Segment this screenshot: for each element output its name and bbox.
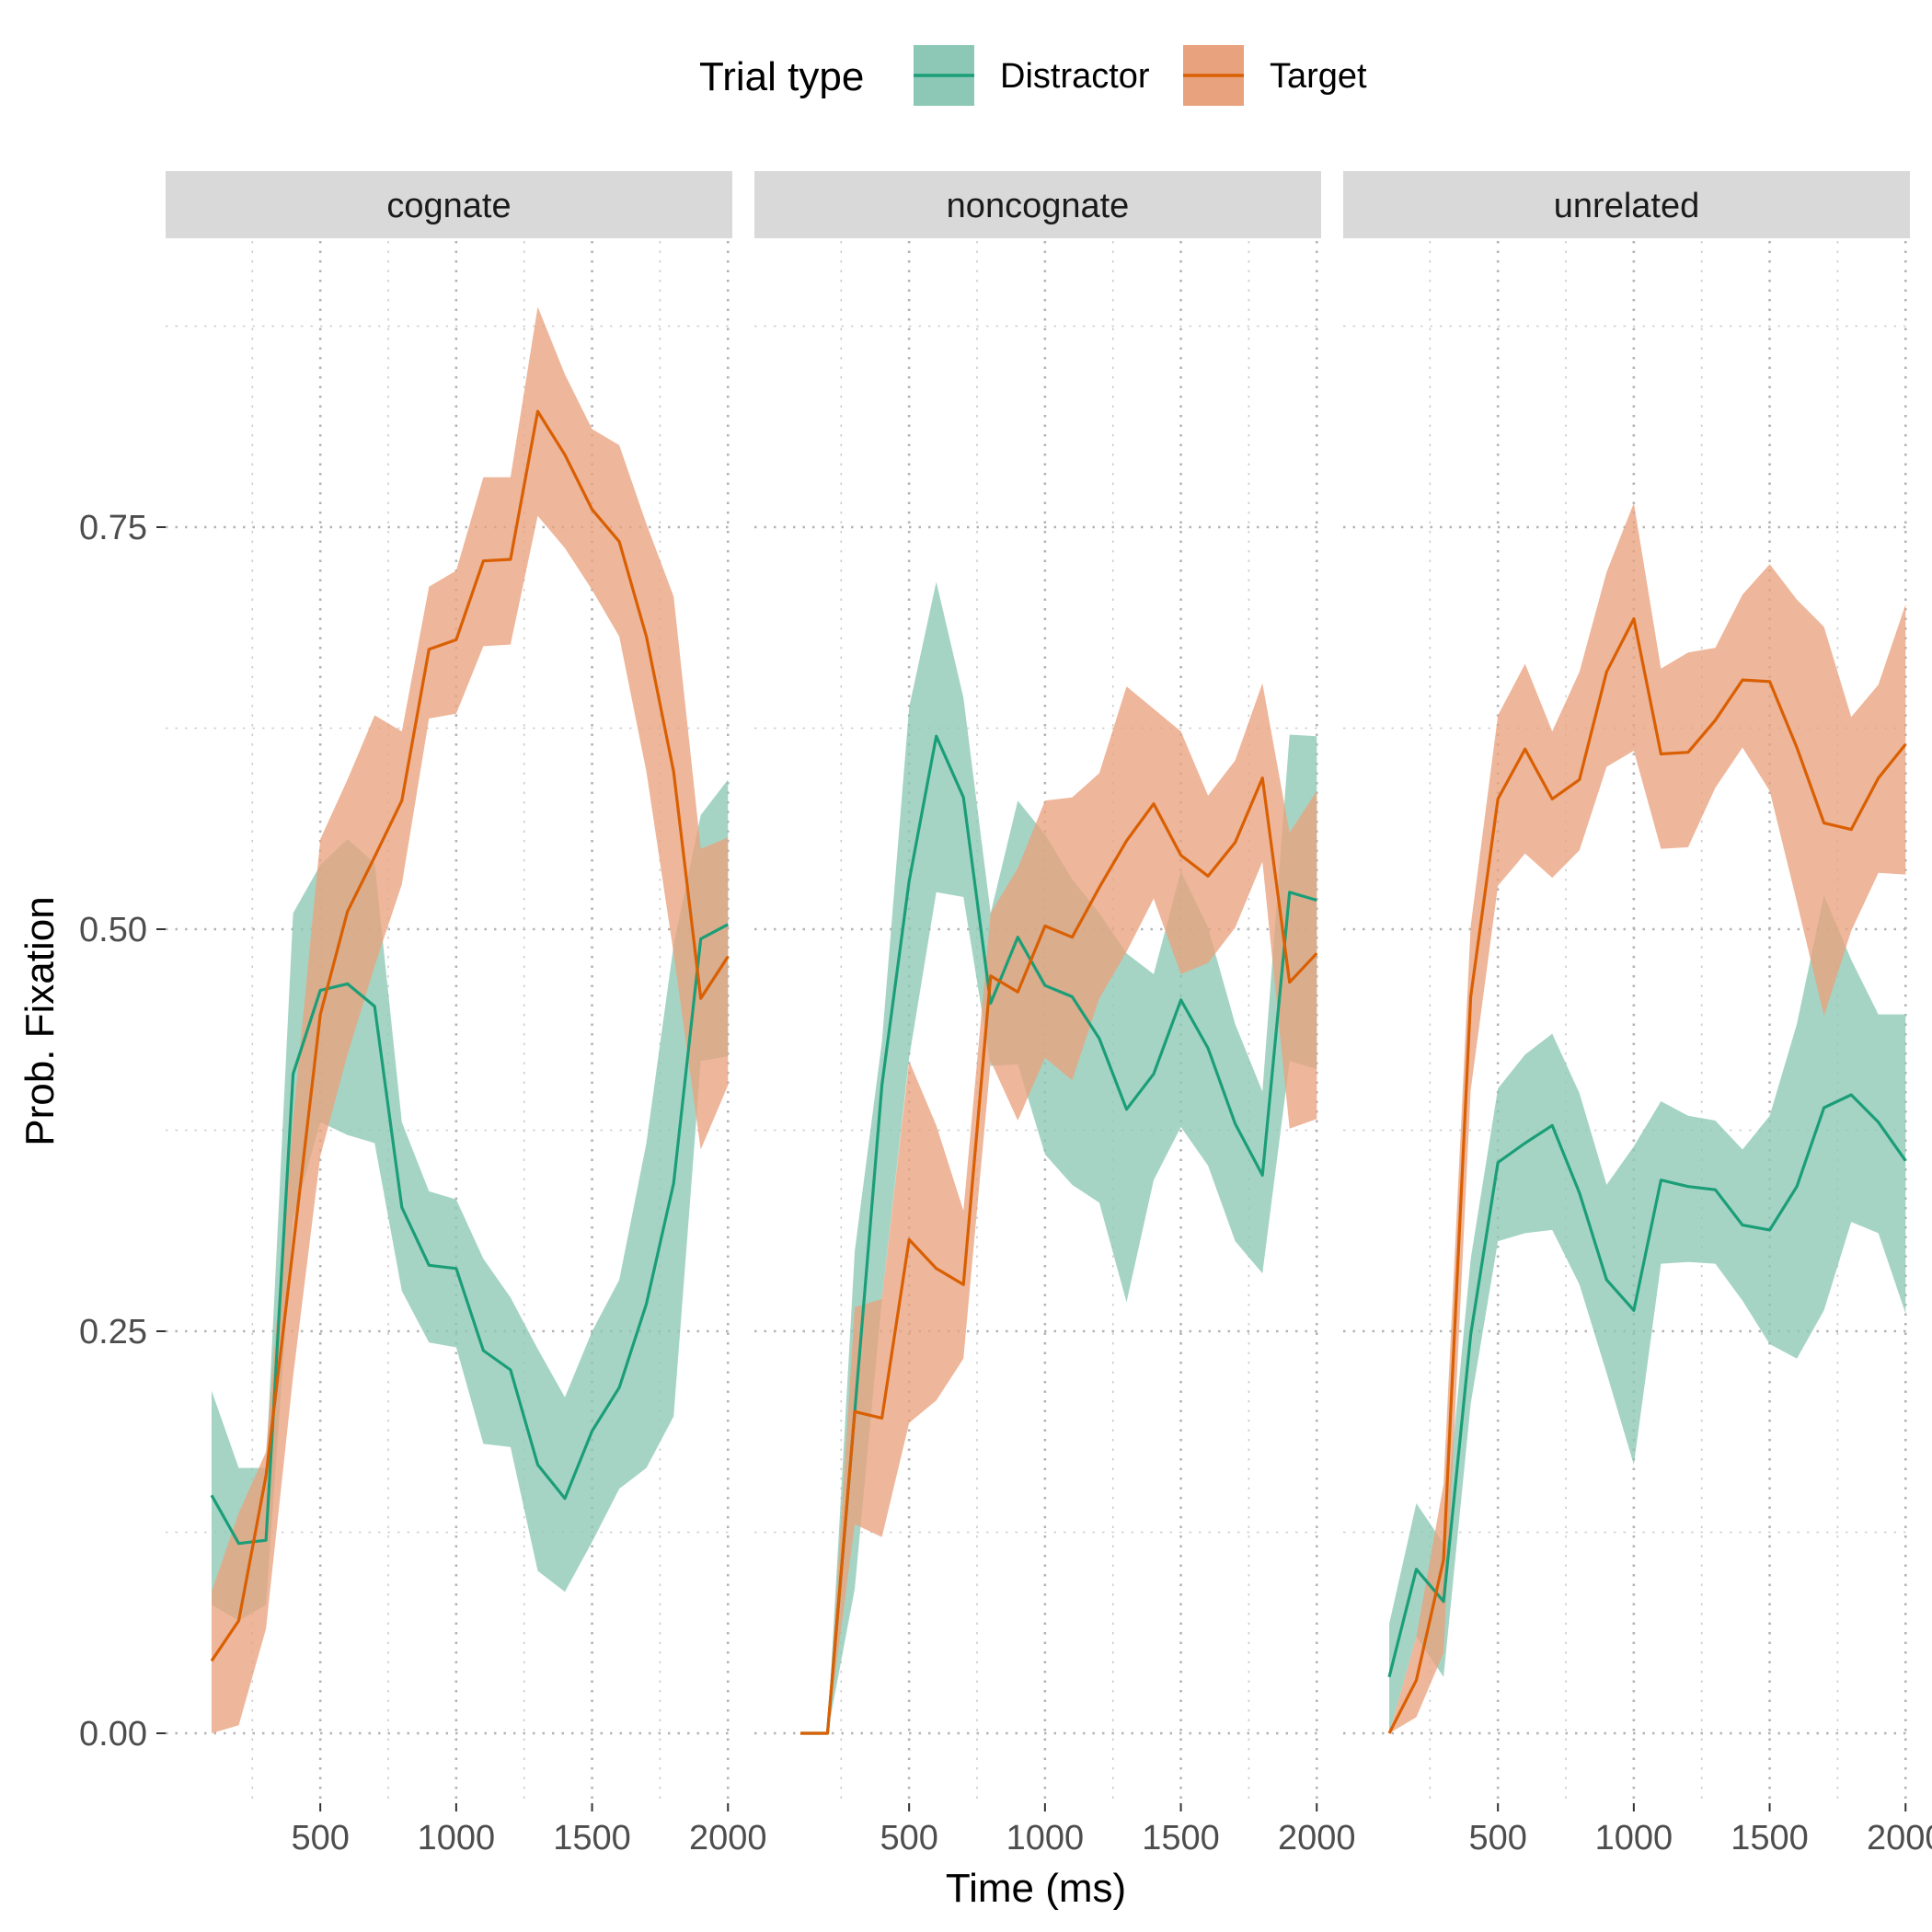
strip-label-noncognate: noncognate	[947, 187, 1130, 225]
ribbon-distractor-unrelated	[1389, 895, 1906, 1733]
line-target-noncognate	[800, 776, 1318, 1735]
line-target-cognate	[210, 409, 730, 1662]
x-tick-label: 500	[880, 1819, 937, 1857]
panel-unrelated: unrelated 500 1000 1500 2000	[1343, 171, 1932, 1857]
panel-noncognate: noncognate 500 1000 1500 2000	[754, 171, 1356, 1857]
x-tick-label: 1500	[553, 1819, 631, 1857]
x-tick-label: 2000	[1278, 1819, 1356, 1857]
line-distractor-unrelated	[1387, 1093, 1907, 1678]
y-axis: 0.00 0.25 0.50 0.75	[79, 509, 166, 1754]
legend: Trial type Distractor Target	[699, 45, 1367, 106]
x-tick-label: 2000	[1867, 1819, 1932, 1857]
y-tick-label: 0.50	[79, 911, 147, 949]
y-tick-label: 0.75	[79, 509, 147, 547]
x-tick-label: 2000	[689, 1819, 767, 1857]
x-tick-label: 500	[1468, 1819, 1526, 1857]
x-tick-label: 500	[291, 1819, 349, 1857]
panel-cognate: cognate 500 1000 1500 2000	[166, 171, 767, 1857]
strip-label-cognate: cognate	[386, 187, 511, 225]
legend-label-target: Target	[1270, 57, 1367, 96]
y-tick-label: 0.25	[79, 1313, 147, 1351]
x-tick-label: 1000	[1006, 1819, 1085, 1857]
ribbon-target-cognate	[212, 306, 729, 1733]
legend-label-distractor: Distractor	[1000, 57, 1150, 96]
panels: cognate 500 1000 1500 2000 noncognate 500 1000 1…	[166, 171, 1932, 1857]
legend-title: Trial type	[699, 54, 864, 99]
strip-unrelated	[1343, 171, 1910, 238]
line-target-unrelated	[1387, 616, 1907, 1734]
strip-noncognate	[754, 171, 1321, 238]
legend-entry-target: Target	[1183, 45, 1367, 106]
line-distractor-noncognate	[800, 734, 1317, 1735]
y-tick-label: 0.00	[79, 1715, 147, 1754]
ribbon-target-unrelated	[1389, 502, 1906, 1733]
y-axis-title: Prob. Fixation	[17, 896, 63, 1145]
legend-entry-distractor: Distractor	[914, 45, 1150, 106]
x-tick-label: 1500	[1142, 1819, 1220, 1857]
strip-cognate	[166, 171, 732, 238]
x-tick-label: 1500	[1731, 1819, 1809, 1857]
ribbon-target-noncognate	[800, 683, 1317, 1733]
line-distractor-cognate	[210, 923, 730, 1546]
strip-label-unrelated: unrelated	[1554, 187, 1699, 225]
x-axis-title: Time (ms)	[946, 1866, 1126, 1911]
x-tick-label: 1000	[418, 1819, 496, 1857]
x-tick-label: 1000	[1595, 1819, 1673, 1857]
ribbon-distractor-noncognate	[800, 581, 1317, 1733]
